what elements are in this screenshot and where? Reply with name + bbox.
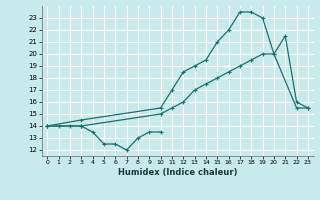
X-axis label: Humidex (Indice chaleur): Humidex (Indice chaleur): [118, 168, 237, 177]
